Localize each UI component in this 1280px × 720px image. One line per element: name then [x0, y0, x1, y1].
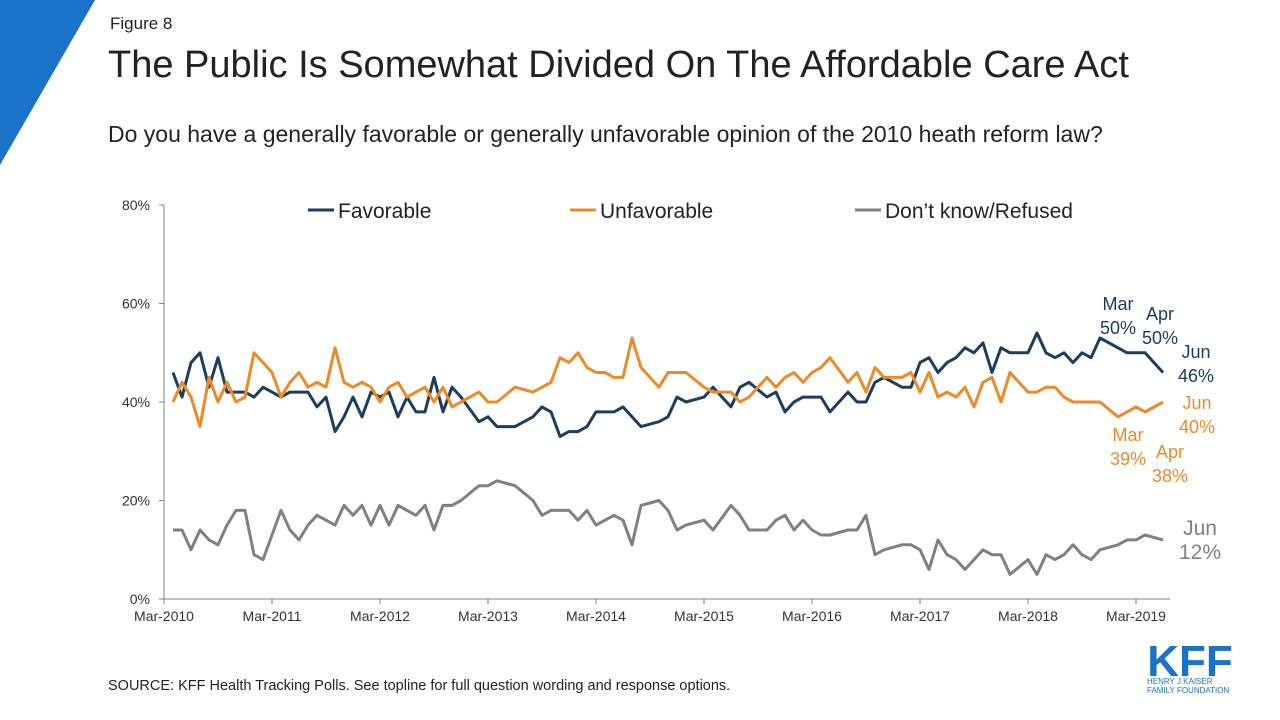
x-tick-label: Mar-2014	[566, 608, 626, 624]
x-tick-label: Mar-2015	[674, 608, 734, 624]
annotation: Mar	[1113, 425, 1144, 445]
y-tick-label: 20%	[122, 493, 150, 509]
chart-subtitle: Do you have a generally favorable or gen…	[108, 121, 1103, 147]
annotation: Jun	[1182, 393, 1211, 413]
annotation: 39%	[1110, 449, 1146, 469]
annotation: Apr	[1146, 304, 1174, 324]
logo-name: KFF	[1147, 637, 1233, 686]
x-tick-label: Mar-2011	[243, 608, 302, 624]
legend-label: Favorable	[338, 200, 431, 223]
annotation: 50%	[1142, 328, 1178, 348]
annotation: Mar	[1103, 294, 1134, 314]
logo-line: FAMILY FOUNDATION	[1147, 686, 1229, 695]
series-line	[171, 331, 1165, 438]
x-tick-label: Mar-2016	[782, 608, 842, 624]
annotation: Apr	[1156, 442, 1184, 462]
series-line	[171, 336, 1164, 429]
x-tick-label: Mar-2018	[998, 608, 1058, 624]
y-tick-label: 0%	[130, 591, 150, 607]
x-tick-label: Mar-2019	[1106, 608, 1166, 624]
figure-label: Figure 8	[110, 14, 172, 33]
legend-label: Unfavorable	[600, 200, 713, 223]
annotation: 50%	[1100, 318, 1136, 338]
corner-decoration	[0, 0, 95, 165]
logo-line: HENRY J KAISER	[1147, 677, 1213, 686]
annotation: 38%	[1152, 466, 1188, 486]
x-tick-label: Mar-2012	[350, 608, 410, 624]
chart-title: The Public Is Somewhat Divided On The Af…	[108, 44, 1129, 86]
y-tick-label: 40%	[122, 394, 150, 410]
x-tick-label: Mar-2013	[458, 608, 518, 624]
source-note: SOURCE: KFF Health Tracking Polls. See t…	[108, 678, 730, 694]
annotation: 40%	[1179, 417, 1215, 437]
y-tick-label: 60%	[122, 296, 150, 312]
y-tick-label: 80%	[122, 197, 150, 213]
annotation: 12%	[1179, 541, 1221, 564]
series-line	[173, 479, 1164, 576]
annotation: 46%	[1178, 366, 1214, 386]
x-tick-label: Mar-2017	[890, 608, 950, 624]
annotation: Jun	[1181, 342, 1210, 362]
legend-label: Don’t know/Refused	[885, 200, 1073, 223]
annotation: Jun	[1183, 517, 1217, 540]
x-tick-label: Mar-2010	[134, 608, 194, 624]
